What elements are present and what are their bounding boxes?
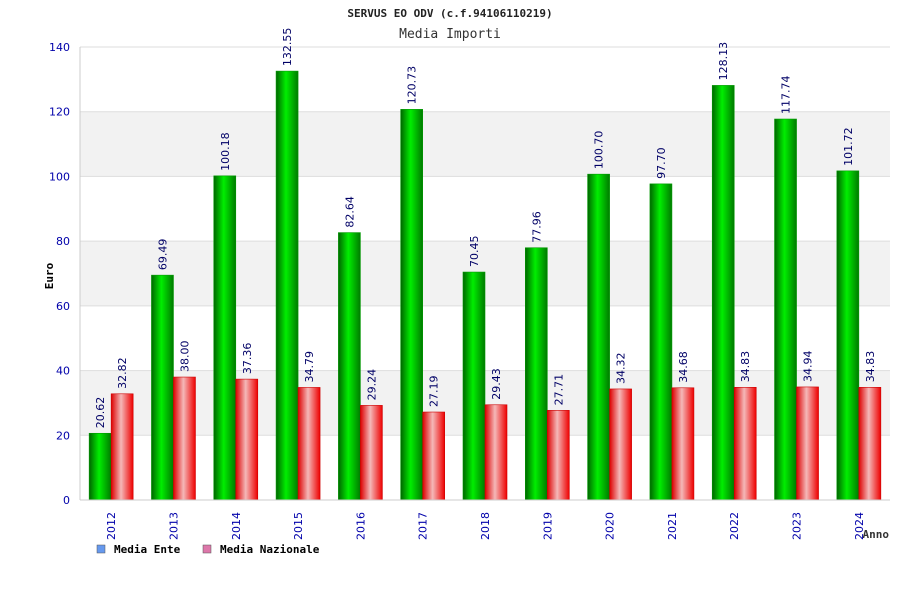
legend-item-media-ente: Media Ente	[96, 543, 181, 556]
y-axis-ticks: 0 20 40 60 80 100 120 140	[49, 41, 70, 507]
bar-value-label: 37.36	[241, 343, 254, 375]
x-tick-label: 2022	[728, 512, 741, 540]
bar-value-label: 82.64	[343, 196, 356, 228]
x-tick-label: 2013	[167, 512, 180, 540]
bar-value-label: 100.70	[593, 131, 606, 170]
bar-media-ente	[213, 175, 237, 501]
x-axis-label: Anno	[863, 528, 890, 541]
bar-media-nazionale	[547, 410, 570, 501]
y-tick-label: 140	[49, 41, 70, 54]
bar-media-ente	[462, 271, 486, 501]
y-axis-label: Euro	[43, 262, 56, 289]
plot-band	[80, 47, 890, 112]
bar-value-label: 97.70	[655, 147, 668, 179]
y-tick-label: 0	[63, 494, 70, 507]
bar-media-ente	[587, 173, 610, 501]
x-tick-label: 2015	[292, 512, 305, 540]
x-tick-label: 2021	[666, 512, 679, 540]
legend-swatch	[96, 544, 106, 554]
x-tick-label: 2023	[791, 512, 804, 540]
bar-media-nazionale	[422, 411, 445, 501]
bar-value-label: 38.00	[178, 341, 191, 373]
bar-media-ente	[836, 170, 860, 501]
bar-media-ente	[774, 118, 797, 501]
bar-media-nazionale	[360, 405, 383, 501]
bar-value-label: 29.43	[490, 368, 503, 400]
legend-swatch	[202, 544, 212, 554]
bar-value-label: 34.68	[677, 351, 690, 383]
x-tick-label: 2024	[853, 512, 866, 540]
bar-value-labels: 20.62 32.82 69.49 38.00 100.18 37.36 132.55 34.…	[94, 28, 877, 429]
bar-value-label: 128.13	[717, 42, 730, 81]
bar-value-label: 117.74	[780, 76, 793, 115]
bar-value-label: 20.62	[94, 397, 107, 429]
bar-media-ente	[649, 183, 673, 501]
plot-band	[80, 111, 890, 177]
chart-subtitle: Media Importi	[399, 27, 501, 42]
plot-band	[80, 176, 890, 242]
bar-value-label: 34.79	[303, 351, 316, 383]
bar-media-nazionale	[671, 387, 695, 501]
legend-label: Media Ente	[114, 543, 181, 556]
bar-value-label: 27.19	[428, 376, 441, 408]
bar-media-ente	[711, 85, 735, 501]
bars	[88, 70, 882, 501]
bar-media-nazionale	[484, 404, 508, 501]
bar-media-nazionale	[609, 388, 632, 501]
bar-media-ente	[275, 70, 299, 501]
bar-value-label: 77.96	[530, 211, 543, 243]
x-tick-label: 2020	[604, 512, 617, 540]
bar-media-nazionale	[733, 387, 757, 501]
bar-media-nazionale	[110, 393, 134, 501]
x-tick-label: 2019	[541, 512, 554, 540]
x-tick-label: 2017	[417, 512, 430, 540]
bar-media-ente	[525, 247, 548, 501]
bar-value-label: 100.18	[219, 132, 232, 171]
bar-media-nazionale	[796, 386, 819, 501]
bar-value-label: 34.94	[802, 350, 815, 382]
bar-value-label: 34.83	[739, 351, 752, 383]
bar-media-nazionale	[297, 387, 321, 501]
legend-label: Media Nazionale	[220, 543, 320, 556]
y-tick-label: 120	[49, 106, 70, 119]
bar-media-ente	[151, 274, 174, 501]
bar-media-nazionale	[173, 376, 196, 501]
bar-value-label: 70.45	[468, 236, 481, 268]
bar-value-label: 32.82	[116, 357, 129, 389]
y-tick-label: 60	[56, 300, 70, 313]
y-tick-label: 40	[56, 365, 70, 378]
bar-value-label: 34.32	[615, 352, 628, 384]
bar-media-nazionale	[858, 387, 882, 501]
legend-item-media-nazionale: Media Nazionale	[202, 543, 320, 556]
y-tick-label: 100	[49, 170, 70, 183]
bar-media-ente	[338, 232, 361, 501]
x-tick-label: 2014	[230, 512, 243, 540]
bar-media-nazionale	[235, 378, 259, 501]
y-tick-label: 80	[56, 235, 70, 248]
bar-value-label: 27.71	[552, 374, 565, 406]
bar-media-ente	[400, 109, 423, 501]
bar-value-label: 34.83	[864, 351, 877, 383]
x-axis-ticks: 2012 2013 2014 2015 2016 2017 2018 2019 2020 2021…	[105, 512, 866, 540]
x-tick-label: 2016	[354, 512, 367, 540]
legend: Media Ente Media Nazionale	[96, 543, 320, 556]
x-tick-label: 2012	[105, 512, 118, 540]
x-tick-label: 2018	[479, 512, 492, 540]
bar-media-ente	[88, 432, 112, 501]
bar-value-label: 120.73	[406, 66, 419, 105]
bar-value-label: 69.49	[156, 239, 169, 271]
y-tick-label: 20	[56, 429, 70, 442]
bar-value-label: 132.55	[281, 28, 294, 67]
chart-title: SERVUS EO ODV (c.f.94106110219)	[347, 7, 552, 20]
bar-value-label: 29.24	[365, 369, 378, 401]
bar-value-label: 101.72	[842, 127, 855, 166]
